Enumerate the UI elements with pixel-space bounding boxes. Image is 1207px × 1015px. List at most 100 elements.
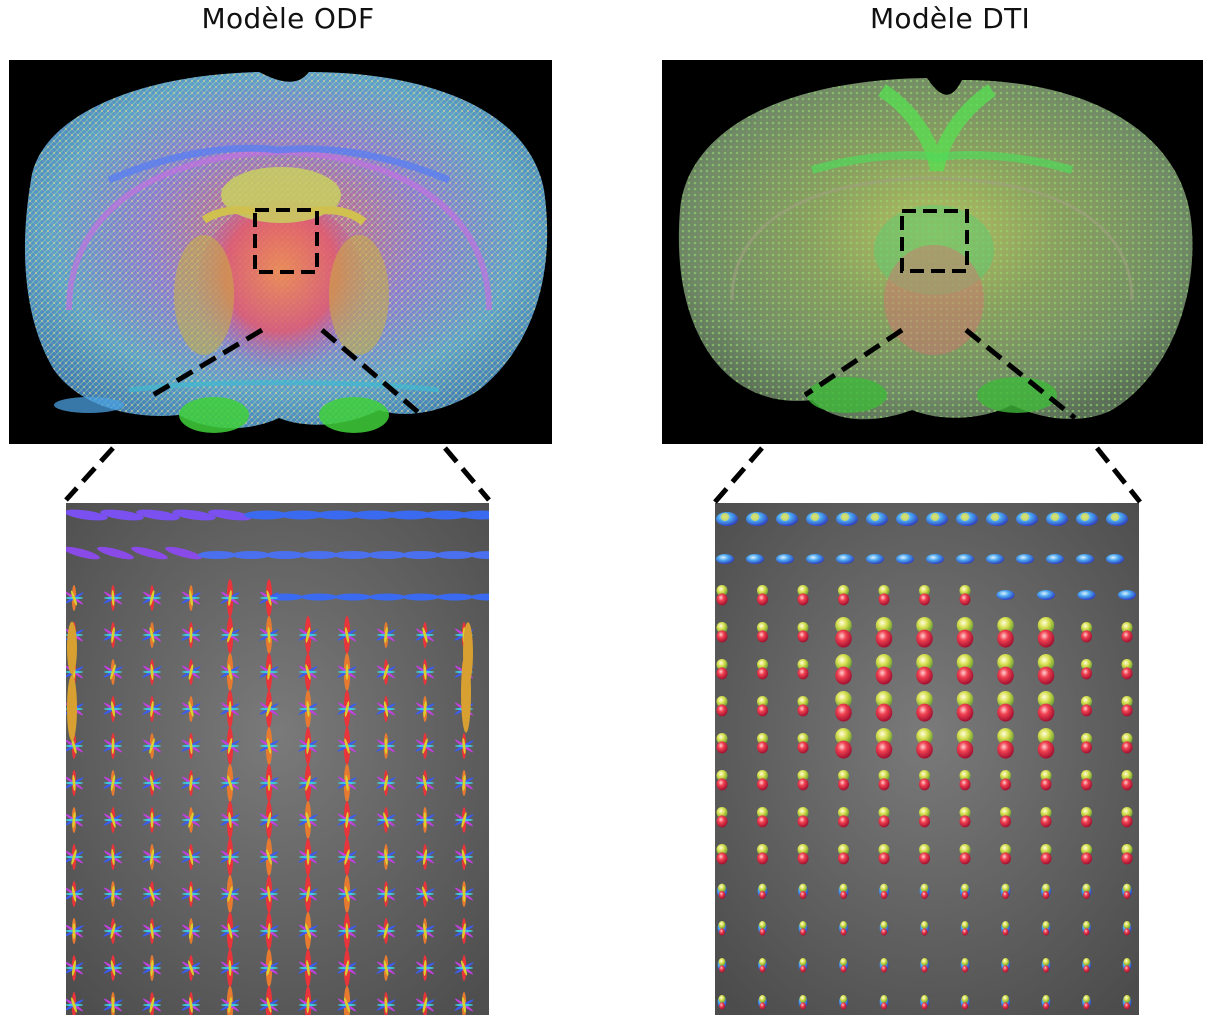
odf-glyph xyxy=(220,801,240,839)
odf-glyph xyxy=(220,616,240,654)
dti-tensor-glyph xyxy=(716,585,728,606)
odf-glyph xyxy=(415,881,435,907)
odf-fiber-glyph xyxy=(131,546,168,560)
dti-tensor-glyph xyxy=(997,654,1014,685)
odf-connector-left-lower xyxy=(64,446,115,502)
dti-tensor-glyph xyxy=(959,807,971,828)
dti-tensor-glyph xyxy=(1081,844,1092,865)
odf-glyph xyxy=(142,622,162,648)
dti-tensor-glyph xyxy=(1082,958,1091,973)
dti-tensor-glyph xyxy=(960,883,970,899)
odf-glyph xyxy=(142,844,162,870)
odf-fiber-glyph xyxy=(67,621,77,675)
odf-glyph xyxy=(415,955,435,981)
odf-glyph xyxy=(220,949,240,987)
odf-fiber-glyph xyxy=(334,551,372,559)
dti-tensor-glyph xyxy=(717,958,727,973)
dti-tensor-glyph xyxy=(959,844,971,865)
odf-fiber-glyph xyxy=(470,551,489,559)
odf-glyph xyxy=(142,807,162,833)
dti-tensor-glyph xyxy=(836,554,854,564)
dti-tensor-glyph xyxy=(839,958,848,973)
dti-tensor-glyph xyxy=(919,883,930,899)
dti-tensor-glyph xyxy=(776,554,794,564)
odf-glyph xyxy=(415,696,435,722)
odf-glyph xyxy=(259,579,279,617)
dti-tensor-glyph xyxy=(1016,554,1034,564)
dti-tensor-glyph xyxy=(835,691,852,722)
dti-tensor-glyph xyxy=(919,770,930,791)
dti-tensor-glyph xyxy=(879,958,889,973)
dti-tensor-glyph xyxy=(798,958,808,973)
dti-tensor-glyph xyxy=(1122,958,1132,973)
odf-glyph xyxy=(415,844,435,870)
odf-glyph xyxy=(181,585,201,611)
odf-glyph xyxy=(298,801,318,839)
odf-glyph xyxy=(415,622,435,648)
dti-tensor-glyph xyxy=(835,728,852,759)
dti-tensor-glyph xyxy=(878,844,890,865)
odf-glyph xyxy=(337,727,357,765)
odf-roi-box xyxy=(253,208,319,274)
odf-glyph xyxy=(181,992,201,1015)
odf-glyph xyxy=(259,986,279,1015)
odf-glyph xyxy=(376,659,396,685)
dti-tensor-glyph xyxy=(1077,590,1096,600)
dti-tensor-glyph xyxy=(879,921,889,936)
dti-tensor-glyph xyxy=(1000,883,1011,899)
dti-tensor-glyph xyxy=(960,958,970,973)
dti-tensor-glyph xyxy=(986,554,1004,564)
odf-glyph xyxy=(66,992,84,1015)
odf-glyph xyxy=(337,875,357,913)
dti-tensor-glyph xyxy=(956,617,974,648)
dti-tensor-glyph xyxy=(1082,921,1091,936)
odf-fiber-glyph xyxy=(403,593,439,601)
odf-fiber-glyph xyxy=(437,593,473,601)
dti-tensor-glyph xyxy=(716,659,728,680)
dti-tensor-glyph xyxy=(956,728,974,759)
odf-glyph xyxy=(337,949,357,987)
odf-fiber-glyph xyxy=(66,546,100,560)
dti-tensor-glyph xyxy=(959,770,971,791)
odf-glyph xyxy=(415,733,435,759)
dti-tensor-glyph xyxy=(997,728,1014,759)
dti-tensor-glyph xyxy=(1001,958,1010,973)
odf-glyph xyxy=(142,733,162,759)
odf-fiber-glyph xyxy=(172,509,216,521)
dti-tensor-glyph xyxy=(866,554,884,564)
odf-glyph xyxy=(259,912,279,950)
dti-tensor-glyph xyxy=(1118,590,1136,600)
dti-tensor-glyph xyxy=(838,585,849,606)
odf-glyph xyxy=(103,992,123,1015)
dti-tensor-glyph xyxy=(1081,883,1092,899)
odf-glyph xyxy=(142,955,162,981)
dti-tensor-glyph xyxy=(1106,554,1124,564)
dti-tensor-glyph xyxy=(1121,807,1133,828)
dti-tensor-glyph xyxy=(1037,728,1055,759)
odf-glyph xyxy=(337,912,357,950)
dti-tensor-glyph xyxy=(1121,770,1133,791)
dti-tensor-glyph xyxy=(757,807,768,828)
odf-glyph xyxy=(337,986,357,1015)
odf-glyph xyxy=(259,727,279,765)
dti-tensor-glyph xyxy=(920,995,929,1010)
odf-glyph xyxy=(142,992,162,1015)
dti-tensor-glyph xyxy=(1121,696,1133,717)
dti-tensor-glyph xyxy=(716,733,728,754)
dti-tensor-glyph xyxy=(960,995,970,1010)
odf-glyph xyxy=(220,727,240,765)
dti-tensor-glyph xyxy=(758,995,767,1010)
odf-glyph xyxy=(142,881,162,907)
dti-tensor-glyph xyxy=(956,654,974,685)
odf-glyph xyxy=(298,690,318,728)
dti-tensor-glyph xyxy=(1040,770,1052,791)
dti-roi-box xyxy=(900,209,969,273)
dti-tensor-glyph xyxy=(879,883,889,899)
dti-tensor-glyph xyxy=(1037,590,1055,600)
dti-tensor-glyph xyxy=(839,995,848,1010)
odf-fiber-glyph xyxy=(471,593,489,601)
dti-tensor-glyph xyxy=(806,554,824,564)
dti-tensor-glyph xyxy=(1081,622,1092,643)
dti-tensor-glyph xyxy=(835,617,852,648)
odf-glyph xyxy=(103,918,123,944)
